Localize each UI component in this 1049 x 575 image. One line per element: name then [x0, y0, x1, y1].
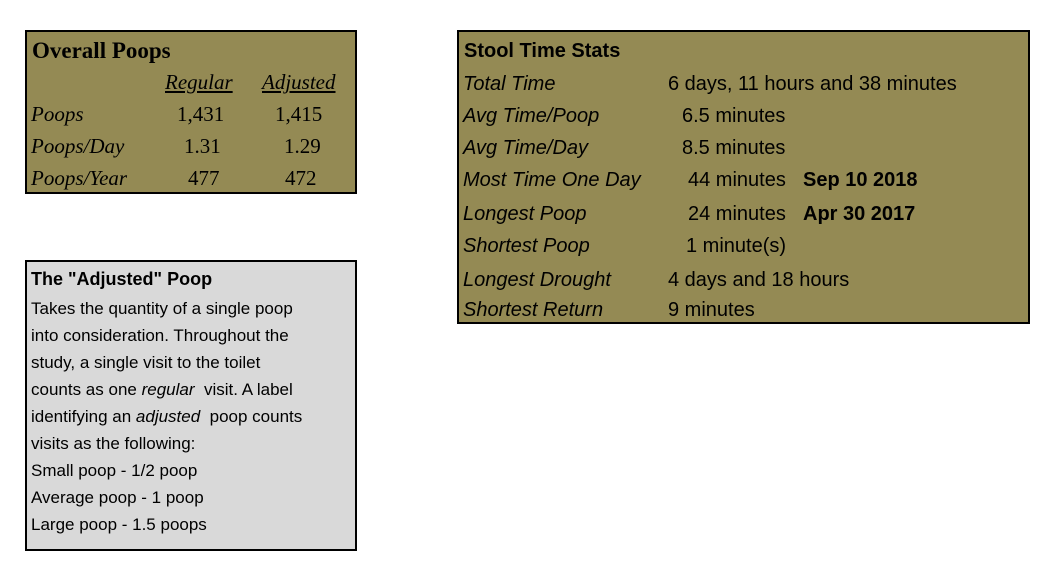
text: into consideration. Throughout the: [31, 326, 289, 345]
note-line: visits as the following:: [31, 435, 195, 452]
stool-title: Stool Time Stats: [464, 40, 621, 62]
text: poop counts: [200, 407, 303, 426]
note-line: Large poop - 1.5 poops: [31, 516, 207, 533]
row-value: 1 minute(s): [686, 235, 787, 257]
text: Small poop - 1/2 poop: [31, 461, 198, 480]
text: Average poop - 1 poop: [31, 488, 204, 507]
column-header: Regular: [165, 70, 233, 94]
row-label: Shortest Poop: [463, 235, 590, 257]
row-value: 8.5 minutes: [682, 137, 786, 159]
note-line: into consideration. Throughout the: [31, 327, 289, 344]
note-line: Small poop - 1/2 poop: [31, 462, 197, 479]
row-value: 6 days, 11 hours and 38 minutes: [668, 73, 957, 95]
row-label: Avg Time/Day: [463, 137, 589, 159]
text: adjusted: [135, 407, 201, 426]
cell: 1,431: [177, 102, 225, 126]
row-value: 44 minutes: [688, 169, 786, 191]
cell: 1.29: [284, 134, 321, 158]
note-line: counts as one regular visit. A label: [31, 381, 293, 398]
note-line: study, a single visit to the toilet: [31, 354, 260, 371]
row-label: Poops/Year: [31, 166, 128, 190]
overall-title: Overall Poops: [32, 38, 171, 63]
row-value: 6.5 minutes: [682, 105, 786, 127]
cell: 472: [285, 166, 317, 190]
text: Large poop - 1.5 poops: [31, 515, 207, 534]
note-line: Takes the quantity of a single poop: [31, 300, 293, 317]
text: visits as the following:: [31, 434, 196, 453]
row-value: 4 days and 18 hours: [668, 269, 850, 291]
note-title: The "Adjusted" Poop: [31, 269, 213, 289]
row-value: 24 minutes: [688, 203, 786, 225]
note-line: identifying an adjusted poop counts: [31, 408, 302, 425]
column-header: Adjusted: [262, 70, 336, 94]
text: counts as one: [31, 380, 142, 399]
row-label: Shortest Return: [463, 299, 604, 321]
overall-box: Overall Poops Regular Adjusted Poops 1,4…: [25, 30, 357, 194]
row-label: Longest Drought: [463, 269, 611, 291]
row-label: Most Time One Day: [463, 169, 641, 191]
row-date: Sep 10 2018: [803, 169, 918, 191]
row-value: 9 minutes: [668, 299, 755, 321]
text: identifying an: [31, 407, 136, 426]
row-label: Poops/Day: [31, 134, 125, 158]
cell: 1,415: [275, 102, 323, 126]
cell: 1.31: [184, 134, 221, 158]
stool-box: Stool Time Stats Total Time 6 days, 11 ho…: [457, 30, 1030, 324]
note-line: Average poop - 1 poop: [31, 489, 204, 506]
text: regular: [141, 380, 195, 399]
row-date: Apr 30 2017: [803, 203, 916, 225]
row-label: Total Time: [463, 73, 556, 95]
note-box: The "Adjusted" Poop Takes the quantity o…: [25, 260, 357, 551]
row-label: Longest Poop: [463, 203, 587, 225]
text: Takes the quantity of a single poop: [31, 299, 293, 318]
text: visit. A label: [194, 380, 293, 399]
text: study, a single visit to the toilet: [31, 353, 261, 372]
cell: 477: [188, 166, 220, 190]
row-label: Poops: [31, 102, 84, 126]
row-label: Avg Time/Poop: [463, 105, 600, 127]
